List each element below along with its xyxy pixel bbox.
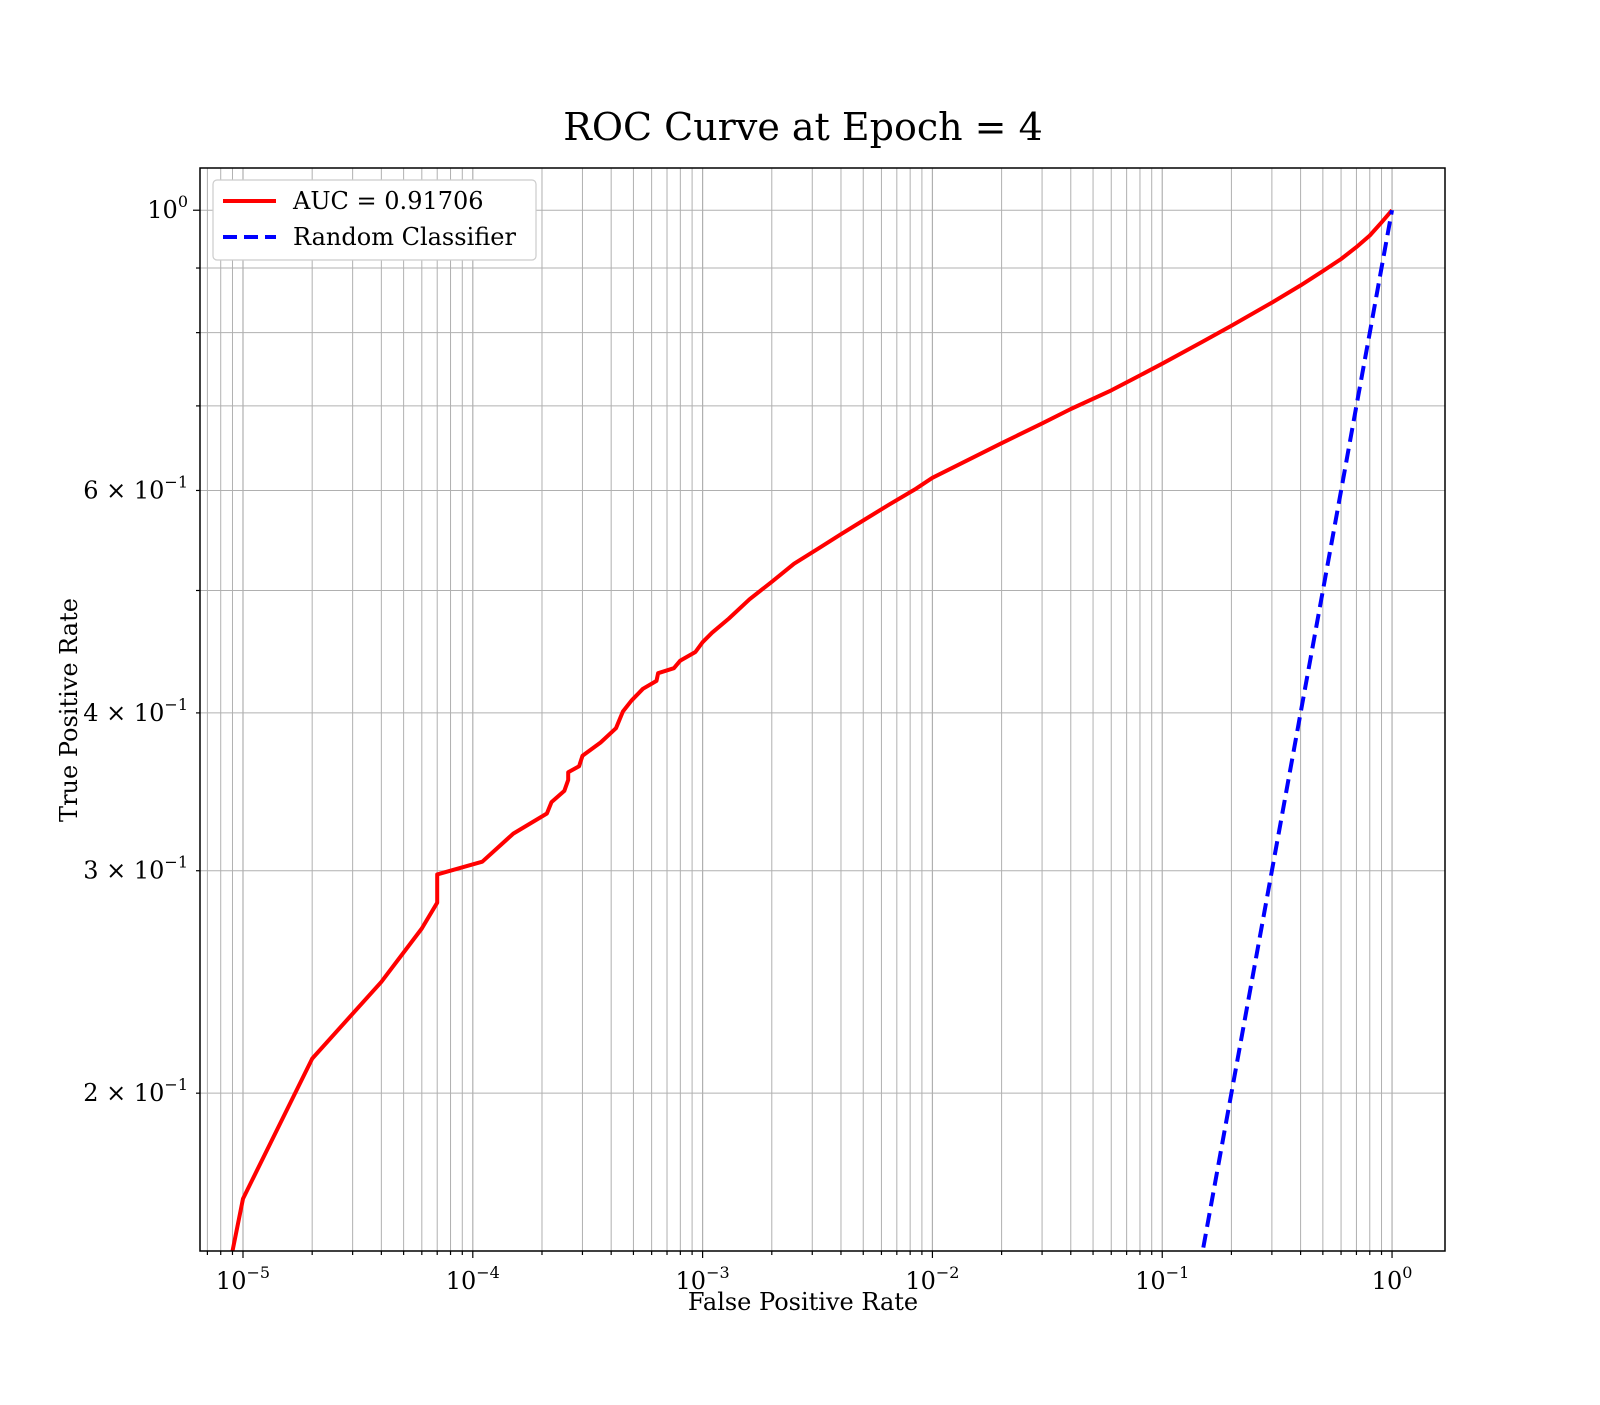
chart-title: ROC Curve at Epoch = 4 — [563, 105, 1043, 149]
grid-layer — [200, 168, 1445, 1251]
legend-label-random: Random Classifier — [293, 223, 516, 251]
x-tick-label: 10−2 — [905, 1263, 959, 1295]
x-tick-label: 100 — [1372, 1263, 1413, 1295]
x-axis-label: False Positive Rate — [688, 1288, 918, 1316]
y-tick-label: 100 — [147, 192, 188, 224]
tick-layer: 10−5 10−4 10−3 10−2 10−1 100 100 6 × 10−1 4 × 10… — [83, 192, 1412, 1295]
x-tick-label: 10−3 — [676, 1263, 730, 1295]
legend-box — [212, 179, 537, 261]
plot-frame — [199, 167, 1446, 1252]
y-tick-label: 3 × 10−1 — [83, 853, 188, 885]
y-tick-label: 4 × 10−1 — [83, 695, 188, 727]
random-classifier-line — [1200, 209, 1394, 1251]
y-tick-label: 2 × 10−1 — [83, 1075, 188, 1107]
x-tick-label: 10−5 — [216, 1263, 270, 1295]
y-tick-label: 6 × 10−1 — [83, 472, 188, 504]
series-layer — [230, 208, 1394, 1251]
x-tick-label: 10−1 — [1135, 1263, 1189, 1295]
auc-roc-curve — [230, 208, 1394, 1251]
y-axis-label: True Positive Rate — [55, 598, 83, 822]
x-tick-label: 10−4 — [446, 1263, 500, 1295]
legend-label-auc: AUC = 0.91706 — [292, 187, 484, 215]
legend: AUC = 0.91706 Random Classifier — [212, 179, 537, 261]
